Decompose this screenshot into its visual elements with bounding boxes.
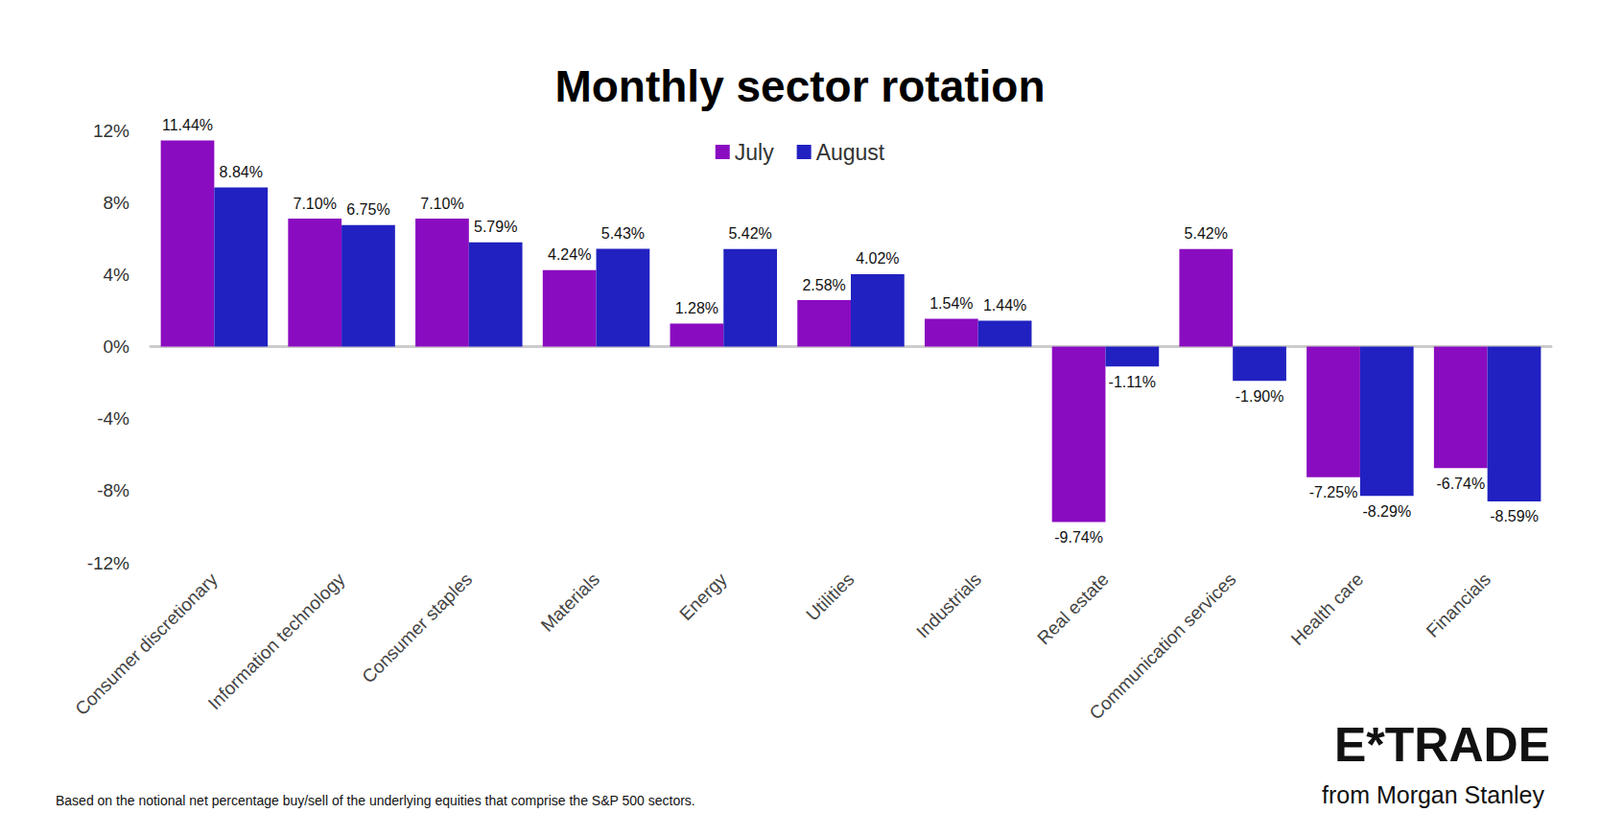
svg-text:Utilities: Utilities: [801, 569, 858, 626]
svg-text:August: August: [816, 140, 886, 165]
svg-text:-1.90%: -1.90%: [1235, 388, 1285, 405]
svg-text:Monthly sector rotation: Monthly sector rotation: [554, 61, 1045, 112]
svg-text:Information technology: Information technology: [204, 568, 350, 714]
svg-text:-1.11%: -1.11%: [1108, 374, 1157, 391]
svg-text:Communication services: Communication services: [1085, 569, 1241, 725]
svg-text:Consumer staples: Consumer staples: [357, 569, 476, 688]
svg-text:5.79%: 5.79%: [473, 218, 518, 236]
svg-text:Materials: Materials: [537, 569, 604, 636]
svg-text:0%: 0%: [103, 336, 131, 357]
svg-text:Consumer discretionary: Consumer discretionary: [70, 568, 222, 720]
svg-text:July: July: [734, 140, 775, 165]
svg-text:-8.29%: -8.29%: [1362, 503, 1412, 520]
svg-text:1.28%: 1.28%: [675, 300, 719, 317]
svg-text:4.02%: 4.02%: [855, 250, 899, 267]
svg-text:7.10%: 7.10%: [420, 195, 464, 212]
svg-text:-9.74%: -9.74%: [1054, 529, 1104, 546]
svg-text:Financials: Financials: [1422, 569, 1495, 642]
svg-text:12%: 12%: [93, 120, 130, 142]
svg-text:2.58%: 2.58%: [801, 277, 846, 294]
svg-text:1.44%: 1.44%: [983, 297, 1027, 314]
svg-text:11.44%: 11.44%: [162, 117, 213, 134]
svg-text:5.42%: 5.42%: [1184, 225, 1228, 242]
svg-text:5.43%: 5.43%: [601, 225, 645, 242]
svg-text:Energy: Energy: [675, 568, 731, 625]
svg-text:Health care: Health care: [1287, 569, 1368, 651]
svg-text:Real estate: Real estate: [1033, 569, 1113, 650]
svg-text:-8.59%: -8.59%: [1489, 508, 1539, 525]
svg-text:-7.25%: -7.25%: [1309, 484, 1359, 501]
svg-text:8%: 8%: [103, 192, 131, 213]
svg-text:Industrials: Industrials: [912, 569, 986, 643]
svg-text:Based on the notional net perc: Based on the notional net percentage buy…: [55, 793, 696, 809]
svg-text:6.75%: 6.75%: [346, 201, 390, 218]
svg-text:4%: 4%: [103, 264, 131, 285]
svg-text:7.10%: 7.10%: [293, 195, 337, 212]
svg-text:4.24%: 4.24%: [547, 246, 591, 263]
svg-text:8.84%: 8.84%: [219, 164, 263, 181]
svg-text:-6.74%: -6.74%: [1435, 475, 1485, 493]
svg-text:-8%: -8%: [96, 480, 130, 501]
svg-text:E*TRADE: E*TRADE: [1334, 718, 1551, 773]
svg-text:5.42%: 5.42%: [728, 225, 772, 242]
svg-text:1.54%: 1.54%: [929, 295, 973, 312]
svg-text:-12%: -12%: [87, 553, 130, 574]
svg-text:-4%: -4%: [96, 408, 130, 429]
svg-text:from Morgan Stanley: from Morgan Stanley: [1321, 781, 1546, 809]
